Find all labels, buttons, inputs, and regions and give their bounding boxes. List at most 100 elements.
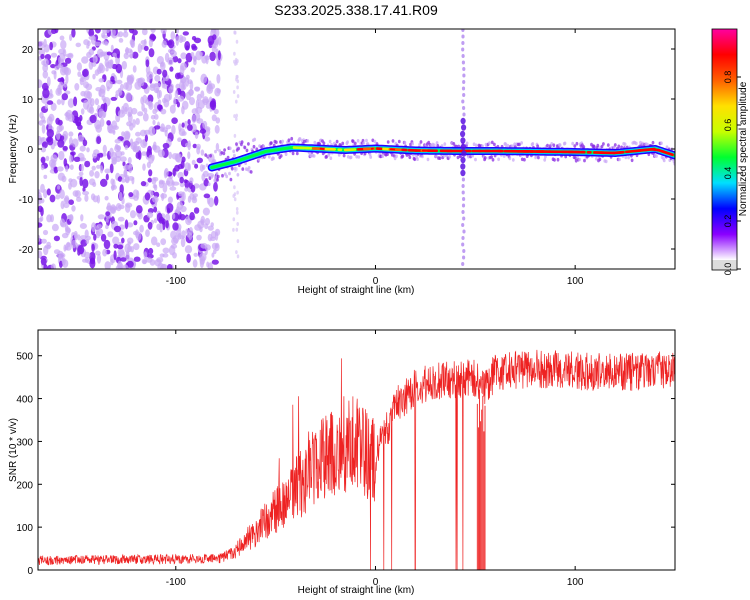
artifact-speck [461, 236, 465, 240]
ridge-halo-speck [523, 157, 526, 162]
noise-speck [100, 178, 108, 187]
ridge-halo-speck [257, 157, 261, 162]
ridge-halo-speck [298, 137, 302, 141]
noise-speck [180, 52, 187, 60]
noise-speck [59, 189, 65, 200]
noise-speck [89, 114, 97, 124]
noise-speck [185, 142, 191, 148]
noise-speck [41, 124, 46, 134]
noise-speck [124, 243, 131, 254]
noise-speck [204, 244, 211, 251]
ridge-halo-speck [408, 155, 412, 160]
noise-speck [71, 29, 76, 38]
noise-speck [235, 113, 238, 118]
noise-speck [178, 123, 182, 132]
spectrogram-y-ticks: -20 -10 0 10 20 [19, 45, 675, 256]
noise-speck [71, 138, 79, 148]
noise-speck [86, 103, 94, 113]
ridge-halo-speck [552, 143, 556, 147]
noise-speck [168, 151, 172, 160]
noise-speck [104, 195, 109, 201]
snr-y-tick-label: 100 [16, 523, 33, 534]
noise-speck [143, 107, 148, 114]
ridge-halo-speck [226, 155, 230, 160]
ridge-halo-speck [606, 143, 610, 147]
noise-speck [199, 128, 207, 134]
noise-speck [177, 88, 182, 95]
noise-speck [112, 52, 117, 57]
noise-speck [174, 89, 179, 99]
noise-speck [166, 203, 174, 213]
ridge-halo-speck [373, 139, 377, 144]
ridge-halo-speck [386, 152, 389, 156]
noise-speck [193, 252, 199, 257]
noise-speck [125, 251, 130, 261]
noise-speck [38, 222, 43, 228]
noise-speck [79, 157, 87, 162]
noise-speck [204, 55, 211, 61]
noise-speck [235, 117, 238, 121]
snr-x-tick-label: -100 [166, 577, 186, 588]
noise-speck [132, 65, 137, 73]
noise-speck [233, 51, 236, 56]
noise-speck [181, 122, 185, 128]
artifact-speck [461, 99, 465, 104]
noise-speck [173, 97, 177, 107]
ridge-halo-speck [233, 153, 236, 158]
noise-speck [236, 222, 239, 226]
noise-speck [139, 129, 147, 137]
noise-speck [146, 211, 154, 218]
ridge-halo-speck [397, 139, 401, 144]
ridge-halo-speck [558, 143, 562, 147]
noise-speck [96, 253, 102, 264]
noise-speck [61, 257, 66, 266]
artifact-speck [462, 67, 466, 71]
ridge-halo-speck [467, 154, 470, 159]
artifact-speck [461, 262, 465, 266]
noise-speck [77, 71, 82, 77]
noise-speck [56, 99, 62, 105]
noise-speck [179, 235, 185, 240]
noise-speck [112, 236, 120, 245]
noise-speck [194, 86, 200, 92]
noise-speck [135, 229, 139, 239]
ridge-halo-speck [272, 156, 275, 161]
noise-speck [63, 202, 70, 209]
noise-speck [58, 150, 65, 161]
ridge-halo-speck [456, 155, 460, 160]
ridge-halo-speck [270, 141, 273, 145]
noise-speck [57, 172, 65, 181]
noise-speck [60, 200, 65, 210]
colorbar-tick-label: 0.6 [723, 119, 733, 132]
noise-speck [40, 146, 47, 153]
noise-speck [135, 131, 141, 137]
noise-speck [156, 257, 164, 263]
noise-speck [127, 176, 135, 181]
noise-speck [202, 120, 208, 129]
noise-speck [100, 165, 104, 174]
ridge-halo-speck [497, 157, 500, 162]
noise-speck [158, 90, 162, 98]
noise-speck [169, 186, 177, 191]
noise-speck [112, 125, 119, 131]
noise-speck [119, 83, 124, 91]
ridge-halo-speck [546, 143, 549, 148]
noise-speck [175, 29, 179, 34]
artifact-speck [462, 197, 466, 201]
noise-speck [132, 119, 136, 128]
ridge-halo-speck [655, 154, 658, 158]
ridge-halo-speck [598, 157, 602, 162]
noise-speck [153, 206, 158, 213]
noise-speck [135, 137, 142, 144]
noise-speck [189, 97, 195, 106]
noise-speck [61, 93, 68, 101]
noise-speck [124, 145, 128, 150]
noise-speck [123, 29, 128, 33]
noise-speck [71, 239, 77, 249]
noise-speck [95, 250, 101, 256]
snr-y-tick-label: 200 [16, 480, 33, 491]
noise-speck [103, 239, 111, 250]
noise-speck [98, 78, 105, 83]
noise-speck [42, 229, 49, 236]
ridge-halo-speck [602, 142, 605, 146]
